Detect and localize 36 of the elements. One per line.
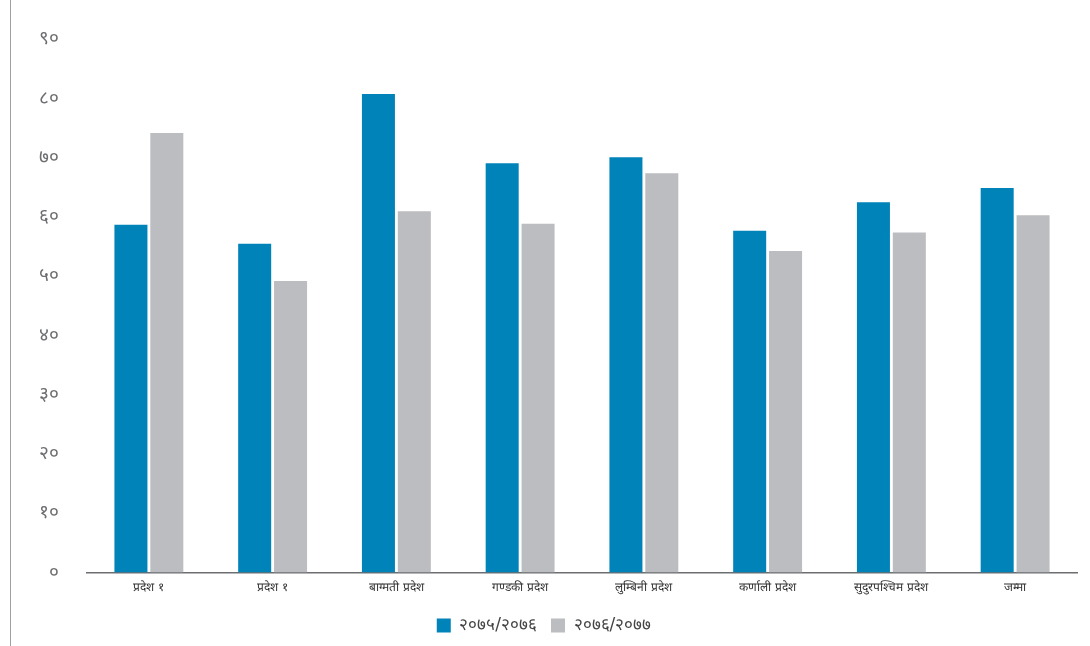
bar (397, 211, 431, 573)
y-tick-label: २० (39, 441, 59, 464)
bar (485, 163, 519, 573)
y-tick-label: ८० (39, 85, 59, 108)
bar (609, 157, 643, 573)
bar (980, 188, 1014, 573)
legend-label: २०७६/२०७७ (573, 613, 652, 634)
x-tick-label: जम्मा (1004, 579, 1028, 594)
bar (1016, 215, 1050, 573)
bar (361, 93, 395, 573)
y-tick-label: ५० (39, 263, 59, 286)
y-tick-label: ४० (39, 322, 59, 345)
y-tick-label: ७० (39, 144, 59, 167)
y-tick-label: ९० (39, 26, 59, 49)
x-tick-label: प्रदेश १ (257, 579, 289, 594)
legend-label: २०७५/२०७६ (459, 613, 538, 634)
y-tick-label: ३० (39, 381, 59, 404)
bar (521, 223, 555, 573)
bar (892, 232, 926, 573)
x-tick-label: सुदुरपश्चिम प्रदेश (854, 579, 930, 595)
y-tick-label: १० (39, 500, 59, 523)
x-tick-label: लुम्बिनी प्रदेश (615, 579, 674, 595)
x-tick-label: प्रदेश १ (133, 579, 165, 594)
bar (769, 250, 803, 573)
bar (238, 243, 272, 573)
y-tick-label: ० (49, 559, 59, 582)
bar (645, 173, 679, 573)
x-tick-label: गण्डकी प्रदेश (492, 579, 550, 594)
x-tick-label: बाग्मती प्रदेश (368, 579, 425, 594)
x-tick-label: कर्णाली प्रदेश (739, 579, 798, 594)
bar (150, 133, 184, 573)
bar (114, 224, 148, 573)
bar (733, 230, 767, 573)
y-tick-label: ६० (39, 204, 59, 227)
bar (274, 281, 308, 573)
bar (856, 202, 890, 573)
